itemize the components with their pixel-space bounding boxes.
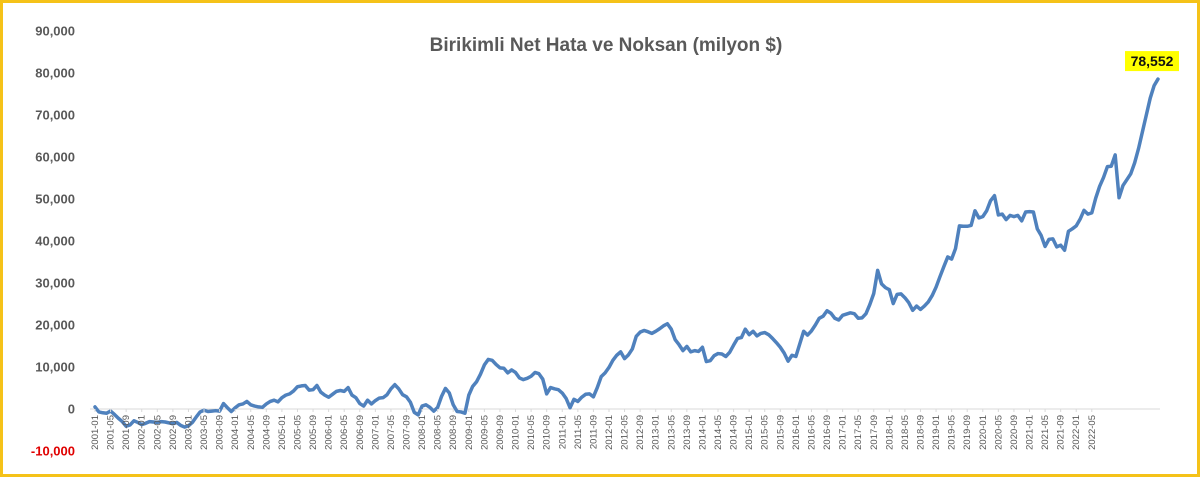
x-tick-label: 2019-05 — [947, 415, 958, 450]
x-tick-label: 2012-05 — [620, 415, 631, 450]
x-tick-label: 2022-01 — [1071, 415, 1082, 450]
y-tick-label: 30,000 — [35, 276, 75, 291]
y-axis: 90,000 80,000 70,000 60,000 50,000 40,000 30,0… — [31, 24, 75, 459]
y-tick-label: 40,000 — [35, 234, 75, 249]
x-tick-label: 2004-01 — [230, 415, 241, 450]
x-tick-label: 2018-05 — [900, 415, 911, 450]
x-tick-label: 2005-05 — [292, 415, 303, 450]
x-tick-label: 2013-09 — [682, 415, 693, 450]
y-tick-label: 70,000 — [35, 108, 75, 123]
x-tick-label: 2018-01 — [884, 415, 895, 450]
y-tick-label: 20,000 — [35, 318, 75, 333]
x-tick-label: 2020-01 — [978, 415, 989, 450]
x-tick-label: 2013-05 — [666, 415, 677, 450]
series-line — [93, 77, 1160, 429]
x-tick-label: 2013-01 — [651, 415, 662, 450]
x-tick-label: 2018-09 — [915, 415, 926, 450]
x-tick-label: 2006-01 — [324, 415, 335, 450]
x-tick-label: 2017-05 — [853, 415, 864, 450]
x-tick-label: 2005-09 — [308, 415, 319, 450]
x-tick-label: 2001-01 — [90, 415, 101, 450]
y-tick-label: -10,000 — [31, 444, 75, 459]
x-tick-label: 2007-09 — [402, 415, 413, 450]
x-tick-label: 2015-09 — [775, 415, 786, 450]
x-tick-label: 2006-09 — [355, 415, 366, 450]
x-tick-label: 2011-09 — [588, 415, 599, 449]
x-tick-label: 2020-09 — [1009, 415, 1020, 450]
x-tick-label: 2016-09 — [822, 415, 833, 450]
x-tick-label: 2011-01 — [557, 415, 568, 449]
x-tick-label: 2009-05 — [479, 415, 490, 450]
x-axis: 2001-01 2001-05 2001-09 2002-01 2002-05 2002-… — [90, 409, 1098, 450]
x-tick-label: 2001-05 — [106, 415, 117, 450]
x-tick-label: 2019-01 — [931, 415, 942, 450]
x-tick-label: 2021-05 — [1040, 415, 1051, 450]
x-tick-label: 2010-01 — [511, 415, 522, 450]
callout-background — [1125, 51, 1179, 72]
x-tick-label: 2005-01 — [277, 415, 288, 450]
x-tick-label: 2014-05 — [713, 415, 724, 450]
last-value-callout: 78,552 — [1125, 51, 1179, 72]
x-tick-label: 2004-09 — [261, 415, 272, 450]
x-tick-label: 2016-05 — [806, 415, 817, 450]
x-tick-label: 2008-05 — [433, 415, 444, 450]
y-tick-label: 90,000 — [35, 24, 75, 39]
x-tick-label: 2014-01 — [697, 415, 708, 450]
x-tick-label: 2001-09 — [121, 415, 132, 450]
x-tick-label: 2016-01 — [791, 415, 802, 450]
callout-label: 78,552 — [1131, 53, 1174, 69]
x-tick-label: 2020-05 — [993, 415, 1004, 450]
x-tick-label: 2012-09 — [635, 415, 646, 450]
x-tick-label: 2010-05 — [526, 415, 537, 450]
x-tick-label: 2003-09 — [215, 415, 226, 450]
x-tick-label: 2011-05 — [573, 415, 584, 449]
y-tick-label: 80,000 — [35, 66, 75, 81]
x-tick-label: 2015-01 — [744, 415, 755, 450]
x-tick-label: 2004-05 — [246, 415, 257, 450]
x-tick-label: 2003-05 — [199, 415, 210, 450]
y-tick-label: 60,000 — [35, 150, 75, 165]
x-tick-label: 2007-05 — [386, 415, 397, 450]
y-tick-label: 50,000 — [35, 192, 75, 207]
x-tick-label: 2017-09 — [869, 415, 880, 450]
y-tick-label: 10,000 — [35, 360, 75, 375]
x-tick-label: 2015-05 — [760, 415, 771, 450]
x-tick-label: 2019-09 — [962, 415, 973, 450]
y-tick-label: 0 — [68, 402, 75, 417]
x-tick-label: 2021-01 — [1025, 415, 1036, 450]
x-tick-label: 2002-09 — [168, 415, 179, 450]
x-tick-label: 2006-05 — [339, 415, 350, 450]
x-tick-label: 2022-05 — [1087, 415, 1098, 450]
x-tick-label: 2009-01 — [464, 415, 475, 450]
x-tick-label: 2008-09 — [448, 415, 459, 450]
x-tick-label: 2003-01 — [183, 415, 194, 450]
x-tick-label: 2009-09 — [495, 415, 506, 450]
x-tick-label: 2002-05 — [152, 415, 163, 450]
x-tick-label: 2021-09 — [1056, 415, 1067, 450]
chart-title: Birikimli Net Hata ve Noksan (milyon $) — [430, 35, 783, 56]
x-tick-label: 2012-01 — [604, 415, 615, 450]
x-tick-label: 2017-01 — [838, 415, 849, 450]
x-tick-label: 2007-01 — [370, 415, 381, 450]
x-tick-label: 2010-09 — [542, 415, 553, 450]
x-tick-label: 2008-01 — [417, 415, 428, 450]
x-tick-label: 2014-09 — [729, 415, 740, 450]
x-tick-label: 2002-01 — [137, 415, 148, 450]
